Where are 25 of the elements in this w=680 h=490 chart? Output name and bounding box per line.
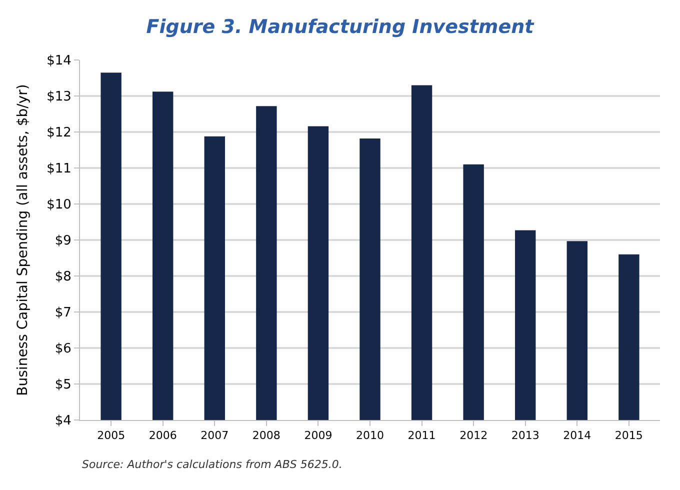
x-tick-label: 2005 <box>97 429 126 442</box>
y-tick-label: $11 <box>46 162 72 177</box>
y-tick-label: $7 <box>54 306 72 321</box>
x-tick-label: 2009 <box>304 429 332 442</box>
y-axis-title: Business Capital Spending (all assets, $b/yr) <box>15 84 32 396</box>
x-tick-label: 2008 <box>252 429 280 442</box>
chart-title: Figure 3. Manufacturing Investment <box>146 16 535 38</box>
x-tick-label: 2015 <box>614 429 643 442</box>
x-tick-label: 2011 <box>408 429 436 442</box>
y-tick-label: $14 <box>46 54 72 69</box>
x-tick-label: 2010 <box>356 429 384 442</box>
x-tick-label: 2006 <box>148 429 177 442</box>
x-tick-label: 2014 <box>563 429 592 442</box>
y-tick-label: $8 <box>54 270 72 285</box>
y-tick-label: $4 <box>54 414 72 429</box>
y-tick-label: $10 <box>46 198 72 213</box>
y-tick-label: $13 <box>46 90 72 105</box>
x-tick-label: 2013 <box>511 429 540 442</box>
y-tick-label: $5 <box>54 378 72 393</box>
source-note: Source: Author's calculations from ABS 5625.0. <box>82 458 342 471</box>
y-tick-label: $6 <box>54 342 72 357</box>
y-tick-label: $9 <box>54 234 72 249</box>
y-tick-label: $12 <box>46 126 72 141</box>
x-tick-label: 2007 <box>200 429 229 442</box>
x-tick-label: 2012 <box>460 429 488 442</box>
